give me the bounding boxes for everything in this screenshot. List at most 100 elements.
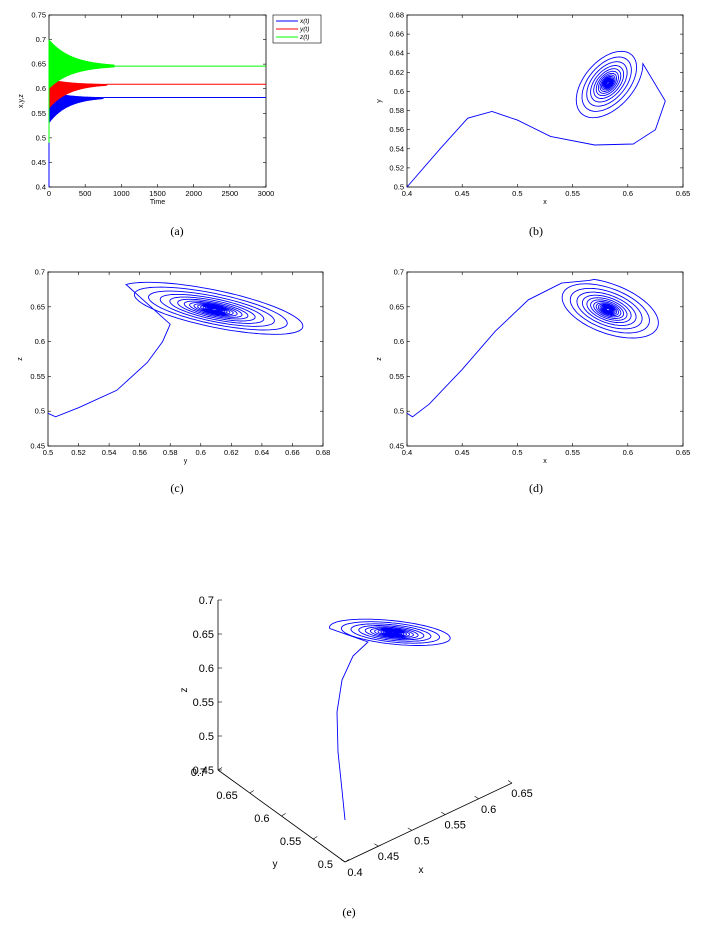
y-tick-label: 0.5 <box>36 133 46 142</box>
x-tick-label: 0.45 <box>455 189 470 198</box>
y-tick-label: 0.55 <box>280 836 301 848</box>
y-tick-label: 0.55 <box>389 372 404 381</box>
z-tick-label: 0.45 <box>193 765 214 777</box>
series-xt <box>48 91 266 187</box>
x-tick-label: 0.62 <box>224 448 239 457</box>
x-tick-label: 0.6 <box>623 448 633 457</box>
y-axis-label: z <box>17 357 24 361</box>
x-tick-label: 2000 <box>185 189 202 198</box>
y-tick-label: 0.6 <box>35 337 45 346</box>
y-tick-label: 0.4 <box>36 183 46 192</box>
x-tick-label: 0.65 <box>511 788 532 800</box>
panel-caption: (c) <box>170 481 183 495</box>
y-tick-label: 0.7 <box>191 767 206 779</box>
x-tick-label: 0.6 <box>481 804 496 816</box>
panel-c-y-z-phase: 0.5 0.52 0.54 0.56 0.58 0.6 0.62 0.64 0.66 0.68 0.… <box>17 268 330 496</box>
y-tick-mark <box>217 767 223 771</box>
x-tick-label: 0.54 <box>102 448 117 457</box>
x-tick-label: 0 <box>47 189 51 198</box>
y-tick-label: 0.6 <box>254 813 269 825</box>
x-tick-mark <box>441 811 446 815</box>
x-tick-label: 0.4 <box>402 189 412 198</box>
panel-b-x-y-phase: 0.4 0.45 0.5 0.55 0.6 0.65 0.5 0.52 0.54 0.56 0.58… <box>376 11 690 239</box>
y-tick-label: 0.64 <box>389 49 404 58</box>
y-tick-label: 0.5 <box>394 407 404 416</box>
x-tick-mark <box>340 859 346 863</box>
x-tick-label: 0.5 <box>512 189 522 198</box>
y-tick-label: 0.65 <box>389 302 404 311</box>
x-axis-label: y <box>184 458 188 465</box>
x-axis-label: x <box>543 458 547 465</box>
x-tick-label: 0.68 <box>316 448 331 457</box>
y-axis-label: y <box>273 859 278 870</box>
panel-d-x-z-phase: 0.4 0.45 0.5 0.55 0.6 0.650.450.50.550.60.650… <box>376 268 690 496</box>
panel-a-time-series: 0 500 1000 1500 2000 2500 3000 0.4 0.45 0.5 0.55 0.… <box>18 11 322 238</box>
plot-frame <box>47 271 324 447</box>
x-tick-label: 0.64 <box>255 448 270 457</box>
x-axis-label: Time <box>150 199 165 206</box>
x-tick-mark <box>474 796 479 800</box>
x-axis-label: x <box>543 199 547 206</box>
series-transient <box>48 91 104 187</box>
x-tick-mark <box>374 843 379 847</box>
x-tick-label: 0.5 <box>512 448 522 457</box>
x-tick-label: 0.58 <box>163 448 178 457</box>
y-tick-label: 0.7 <box>36 35 46 44</box>
x-tick-label: 0.65 <box>676 448 691 457</box>
legend-label: y(t) <box>299 26 309 33</box>
x-tick-label: 500 <box>79 189 92 198</box>
z-tick-label: 0.6 <box>199 663 214 675</box>
y-tick-label: 0.5 <box>394 183 404 192</box>
y-tick-label: 0.7 <box>394 268 404 277</box>
y-tick-label: 0.45 <box>30 442 45 451</box>
x-tick-label: 0.5 <box>414 835 429 847</box>
x-tick-mark <box>507 780 513 784</box>
x-tick-label: 0.52 <box>71 448 86 457</box>
y-tick-label: 0.5 <box>318 859 333 871</box>
x-axis-label: x <box>419 865 424 876</box>
x-tick-label: 0.6 <box>623 189 633 198</box>
y-axis-label: x,y,z <box>18 94 25 108</box>
x-tick-label: 0.6 <box>196 448 206 457</box>
series-transient <box>48 78 108 138</box>
z-tick-label: 0.55 <box>193 697 214 709</box>
z-axis-label: z <box>179 688 190 693</box>
panel-caption: (b) <box>529 224 543 238</box>
x-tick-label: 3000 <box>258 189 275 198</box>
series-transient <box>48 39 115 143</box>
z-tick-label: 0.5 <box>199 731 214 743</box>
z-tick-label: 0.7 <box>199 595 214 607</box>
y-tick-label: 0.62 <box>389 68 404 77</box>
series-yt <box>48 78 266 138</box>
legend-label: x(t) <box>299 18 309 25</box>
y-tick-label: 0.68 <box>389 11 404 20</box>
y-tick-mark <box>249 790 254 794</box>
plot-frame <box>406 14 684 188</box>
y-tick-label: 0.65 <box>216 790 237 802</box>
y-tick-label: 0.54 <box>389 144 404 153</box>
y-tick-label: 0.52 <box>389 163 404 172</box>
x-tick-label: 0.66 <box>285 448 300 457</box>
panel-caption: (d) <box>529 481 543 495</box>
x-tick-label: 0.55 <box>565 189 580 198</box>
x-tick-label: 0.55 <box>444 820 465 832</box>
panel-e-3d-trajectory: 0.4 0.45 0.5 0.55 0.6 0.65 0.5 0.55 0.6 0.65 0.7 0.… <box>179 595 533 919</box>
x-tick-label: 0.4 <box>347 867 362 879</box>
y-tick-label: 0.55 <box>31 109 46 118</box>
y-tick-mark <box>344 859 350 863</box>
y-tick-label: 0.6 <box>36 84 46 93</box>
y-tick-label: 0.45 <box>389 442 404 451</box>
y-tick-label: 0.65 <box>30 302 45 311</box>
plot-frame <box>406 271 684 447</box>
panel-caption: (e) <box>342 905 355 919</box>
x-tick-label: 2500 <box>221 189 238 198</box>
y-tick-label: 0.5 <box>35 407 45 416</box>
y-tick-label: 0.7 <box>35 268 45 277</box>
series-zt <box>48 39 266 143</box>
x-tick-label: 0.55 <box>565 448 580 457</box>
y-tick-mark <box>313 836 318 840</box>
y-tick-label: 0.6 <box>394 87 404 96</box>
x-tick-label: 1500 <box>149 189 166 198</box>
x-tick-label: 0.56 <box>132 448 147 457</box>
